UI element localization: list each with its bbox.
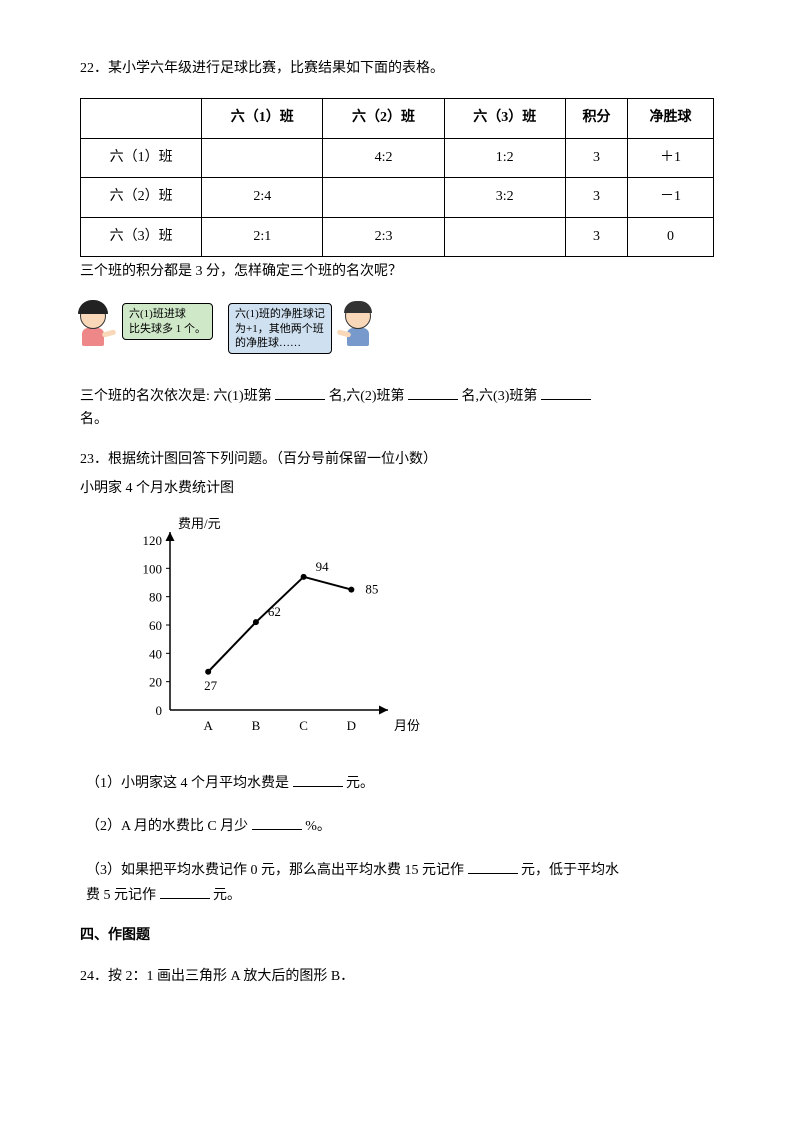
section4-title: 四、作图题 [80, 925, 714, 947]
th-c1: 六（1）班 [202, 99, 323, 138]
svg-text:62: 62 [268, 604, 281, 619]
svg-text:C: C [299, 718, 308, 733]
svg-text:B: B [252, 718, 261, 733]
boy-avatar [345, 303, 371, 346]
r2c4: 3 [565, 178, 627, 217]
svg-text:20: 20 [149, 675, 162, 690]
r2c2 [323, 178, 444, 217]
r1c1 [202, 138, 323, 177]
blank-2[interactable] [408, 383, 458, 400]
q23-title: 23．根据统计图回答下列问题。（百分号前保留一位小数） [80, 449, 714, 471]
speech-bubble-1: 六(1)班进球 比失球多 1 个。 [122, 303, 213, 340]
blank-minus[interactable] [160, 882, 210, 899]
r3c0: 六（3）班 [81, 217, 202, 256]
fill-end: 名。 [80, 412, 108, 427]
fill-mid1: 名,六(2)班第 [329, 389, 405, 404]
svg-text:0: 0 [156, 703, 163, 718]
q22-prompt: 三个班的积分都是 3 分，怎样确定三个班的名次呢？ [80, 261, 714, 283]
sub2-post: %。 [305, 819, 331, 834]
r3c3 [444, 217, 565, 256]
sub3-l2post: 元。 [213, 888, 241, 903]
svg-text:60: 60 [149, 618, 162, 633]
th-blank [81, 99, 202, 138]
blank-plus[interactable] [468, 857, 518, 874]
blank-1[interactable] [275, 383, 325, 400]
r3c4: 3 [565, 217, 627, 256]
svg-text:D: D [347, 718, 356, 733]
line-chart-svg: 0 20 40 60 80 100 120 费用/元 A B C D 月份 27 62 94 85 [110, 510, 430, 750]
svg-text:月份: 月份 [394, 718, 420, 733]
q22-table: 六（1）班 六（2）班 六（3）班 积分 净胜球 六（1）班 4:2 1:2 3… [80, 98, 714, 257]
speech-bubble-2: 六(1)班的净胜球记 为+1，其他两个班 的净胜球…… [228, 303, 332, 354]
q23-chart: 0 20 40 60 80 100 120 费用/元 A B C D 月份 27 62 94 85 [110, 510, 714, 750]
r2c3: 3:2 [444, 178, 565, 217]
r1c0: 六（1）班 [81, 138, 202, 177]
blank-3[interactable] [541, 383, 591, 400]
svg-text:A: A [203, 718, 213, 733]
girl-avatar [80, 303, 106, 346]
r2c1: 2:4 [202, 178, 323, 217]
r1c4: 3 [565, 138, 627, 177]
svg-text:27: 27 [204, 678, 218, 693]
r2c0: 六（2）班 [81, 178, 202, 217]
r3c1: 2:1 [202, 217, 323, 256]
r1c3: 1:2 [444, 138, 565, 177]
q23-chart-title: 小明家 4 个月水费统计图 [80, 478, 714, 500]
q23-sub1: （1）小明家这 4 个月平均水费是 元。 [86, 770, 714, 795]
svg-text:费用/元: 费用/元 [178, 516, 221, 531]
th-net: 净胜球 [628, 99, 714, 138]
svg-text:80: 80 [149, 590, 162, 605]
svg-text:40: 40 [149, 646, 162, 661]
sub3-mid: 元，低于平均水 [521, 863, 619, 878]
sub1-pre: （1）小明家这 4 个月平均水费是 [86, 776, 289, 791]
r1c5: ＋1 [628, 138, 714, 177]
q23-sub2: （2）A 月的水费比 C 月少 %。 [86, 813, 714, 838]
fill-mid2: 名,六(3)班第 [462, 389, 538, 404]
fill-pre: 三个班的名次依次是: 六(1)班第 [80, 389, 272, 404]
q22-fill: 三个班的名次依次是: 六(1)班第 名,六(2)班第 名,六(3)班第 名。 [80, 383, 714, 431]
sub3-pre: （3）如果把平均水费记作 0 元，那么高出平均水费 15 元记作 [86, 863, 464, 878]
svg-text:100: 100 [143, 561, 163, 576]
sub3-l2pre: 费 5 元记作 [86, 888, 156, 903]
r1c2: 4:2 [323, 138, 444, 177]
th-score: 积分 [565, 99, 627, 138]
blank-avg[interactable] [293, 770, 343, 787]
q24-title: 24．按 2：1 画出三角形 A 放大后的图形 B． [80, 966, 714, 988]
r3c5: 0 [628, 217, 714, 256]
th-c3: 六（3）班 [444, 99, 565, 138]
r2c5: －1 [628, 178, 714, 217]
r3c2: 2:3 [323, 217, 444, 256]
th-c2: 六（2）班 [323, 99, 444, 138]
svg-text:120: 120 [143, 533, 163, 548]
speech-container: 六(1)班进球 比失球多 1 个。 六(1)班的净胜球记 为+1，其他两个班 的… [80, 295, 714, 365]
q23-sub3: （3）如果把平均水费记作 0 元，那么高出平均水费 15 元记作 元，低于平均水… [86, 857, 714, 908]
q22-title: 22．某小学六年级进行足球比赛，比赛结果如下面的表格。 [80, 58, 714, 80]
blank-pct[interactable] [252, 813, 302, 830]
svg-text:85: 85 [365, 581, 378, 596]
svg-text:94: 94 [316, 559, 330, 574]
sub1-post: 元。 [346, 776, 374, 791]
sub2-pre: （2）A 月的水费比 C 月少 [86, 819, 248, 834]
